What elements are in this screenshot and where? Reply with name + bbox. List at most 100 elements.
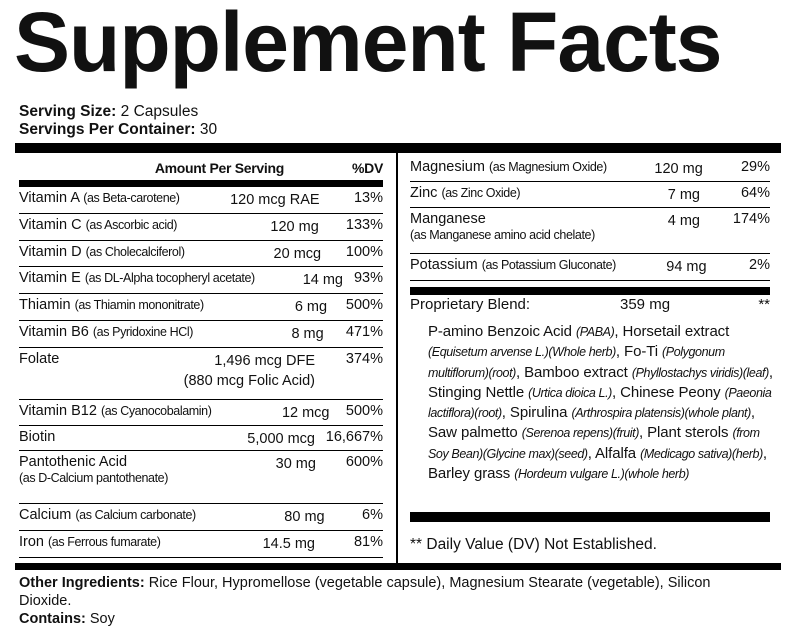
ingredient-name: , Stinging Nettle	[428, 363, 773, 401]
nutrient-source: (as Cholecalciferol)	[85, 245, 185, 259]
column-divider	[396, 153, 398, 563]
daily-value: 81%	[353, 534, 383, 550]
ingredient-name: , Barley grass	[428, 444, 767, 483]
amount: 6 mg	[294, 299, 328, 315]
ingredient-botanical: (from Soy Bean)(Glycine max)(seed)	[428, 426, 760, 461]
nutrient-row: Vitamin A (as Beta-carotene) 120 mcg RAE 1…	[19, 187, 383, 214]
daily-value: 100%	[345, 244, 383, 260]
nutrient-source: (as D-Calcium pantothenate)	[19, 471, 168, 485]
nutrient-row: Vitamin E (as DL-Alpha tocopheryl acetat…	[19, 267, 383, 294]
nutrient-source: (as Cyanocobalamin)	[100, 404, 212, 418]
nutrient-row: Pantothenic Acid (as D-Calcium pantothena…	[19, 451, 383, 504]
amount: 120 mg	[270, 219, 319, 235]
nutrient-source: (as Potassium Gluconate)	[481, 258, 617, 272]
ingredient-name: , Bamboo extract	[515, 363, 632, 381]
daily-value: 29%	[740, 159, 770, 175]
nutrient-name: Vitamin B12	[19, 403, 97, 419]
ingredient-botanical: (Arthrospira platensis)(whole plant)	[571, 406, 751, 421]
daily-value: 471%	[345, 324, 383, 340]
nutrient-source: (as Beta-carotene)	[83, 191, 180, 205]
daily-value: 500%	[345, 403, 383, 419]
nutrient-name: Potassium	[410, 257, 478, 273]
nutrient-source: (as Calcium carbonate)	[75, 508, 196, 522]
nutrient-name: Biotin	[19, 429, 56, 445]
daily-value: 93%	[353, 270, 383, 286]
daily-value: 500%	[345, 297, 383, 313]
blend-amount: 359 mg	[620, 296, 671, 313]
nutrient-source: (as Ascorbic acid)	[85, 218, 178, 232]
amount: 120 mg	[654, 161, 703, 177]
amount: 94 mg	[666, 259, 707, 275]
daily-value: 64%	[740, 185, 770, 201]
amount: 14.5 mg	[262, 536, 315, 552]
nutrient-name: Vitamin C	[19, 217, 82, 233]
amount: 12 mcg	[281, 405, 330, 421]
servings-per-container: Servings Per Container: 30	[19, 121, 218, 138]
ingredient-botanical: (Phyllostachys viridis)(leaf)	[631, 365, 769, 380]
ingredient-botanical: (Paeonia lactiflora)(root)	[428, 385, 772, 421]
ingredient-name: , Spirulina	[501, 404, 572, 422]
ingredient-name: , Plant sterols	[639, 424, 733, 442]
ingredient-name: , Saw palmetto	[428, 404, 755, 442]
ingredient-name: , Fo-Ti	[615, 343, 663, 361]
amount: 7 mg	[667, 187, 700, 203]
nutrient-name: Manganese	[410, 211, 486, 227]
nutrient-source: (as Manganese amino acid chelate)	[410, 228, 595, 242]
amount: 8 mg	[291, 326, 324, 342]
header-divider	[19, 180, 383, 187]
other-ingredients: Other Ingredients: Rice Flour, Hypromell…	[19, 575, 711, 609]
bottom-divider	[15, 563, 781, 570]
ingredient-name: , Horsetail extract	[614, 323, 730, 340]
nutrient-row: Folate 1,496 mcg DFE (880 mcg Folic Acid) 3…	[19, 348, 383, 400]
amount: 14 mg	[302, 272, 343, 288]
ingredient-name: , Chinese Peony	[611, 383, 725, 401]
daily-value: 16,667%	[325, 429, 383, 445]
nutrient-name: Vitamin E	[19, 270, 81, 286]
nutrient-source: (as Pyridoxine HCl)	[92, 325, 193, 339]
ingredient-botanical: (Polygonum multiflorum)(root)	[428, 345, 725, 380]
nutrient-name: Pantothenic Acid	[19, 454, 128, 470]
label-title: Supplement Facts	[14, 0, 722, 89]
nutrient-row: Biotin 5,000 mcg 16,667%	[19, 426, 383, 451]
nutrient-row: Vitamin B6 (as Pyridoxine HCl) 8 mg 471%	[19, 321, 383, 348]
ingredient-botanical: (Hordeum vulgare L.)(whole herb)	[514, 467, 690, 482]
daily-value: 600%	[345, 454, 383, 470]
nutrient-name: Vitamin D	[19, 244, 82, 260]
blend-ingredients: P-amino Benzoic Acid (PABA), Horsetail e…	[428, 322, 778, 484]
nutrient-name: Thiamin	[19, 297, 71, 313]
serving-size: Serving Size: 2 Capsules	[19, 103, 199, 120]
nutrient-source: (as DL-Alpha tocopheryl acetate)	[84, 271, 255, 285]
ingredient-name: , Alfalfa	[587, 444, 641, 462]
allergen-contains: Contains: Soy	[19, 611, 115, 627]
daily-value: 133%	[345, 217, 383, 233]
amount: 1,496 mcg DFE	[214, 353, 315, 369]
daily-value: 6%	[362, 507, 383, 523]
daily-value: 2%	[749, 257, 770, 273]
dv-header: %DV	[352, 160, 383, 176]
nutrient-name: Zinc	[410, 185, 438, 201]
dv-note: ** Daily Value (DV) Not Established.	[410, 536, 657, 553]
ingredient-botanical: (Urtica dioica L.)	[528, 385, 612, 400]
proprietary-blend-row: Proprietary Blend: 359 mg **	[410, 296, 770, 313]
table-header: Amount Per Serving %DV	[19, 156, 383, 180]
amount: 120 mcg RAE	[230, 192, 320, 208]
daily-value: 174%	[732, 211, 770, 227]
top-divider	[15, 143, 781, 153]
ingredient-botanical: (Serenoa repens)(fruit)	[521, 426, 640, 441]
nutrient-row: Thiamin (as Thiamin mononitrate) 6 mg 500%	[19, 294, 383, 321]
nutrient-source: (as Zinc Oxide)	[441, 186, 521, 200]
amount-header: Amount Per Serving	[154, 160, 284, 176]
daily-value: 13%	[353, 190, 383, 206]
right-nutrient-table: Magnesium (as Magnesium Oxide) 120 mg 29% Z…	[410, 156, 770, 281]
nutrient-name: Iron	[19, 534, 44, 550]
amount: 30 mg	[275, 456, 316, 472]
nutrient-name: Vitamin A	[19, 190, 80, 206]
nutrient-name: Magnesium	[410, 159, 485, 175]
blend-dv: **	[758, 296, 770, 313]
nutrient-row: Potassium (as Potassium Gluconate) 94 mg 2…	[410, 254, 770, 281]
amount: 5,000 mcg	[247, 431, 315, 447]
nutrient-name: Calcium	[19, 507, 72, 523]
ingredient-name: P-amino Benzoic Acid	[428, 323, 576, 340]
nutrient-source: (as Magnesium Oxide)	[488, 160, 607, 174]
nutrient-row: Calcium (as Calcium carbonate) 80 mg 6%	[19, 504, 383, 531]
